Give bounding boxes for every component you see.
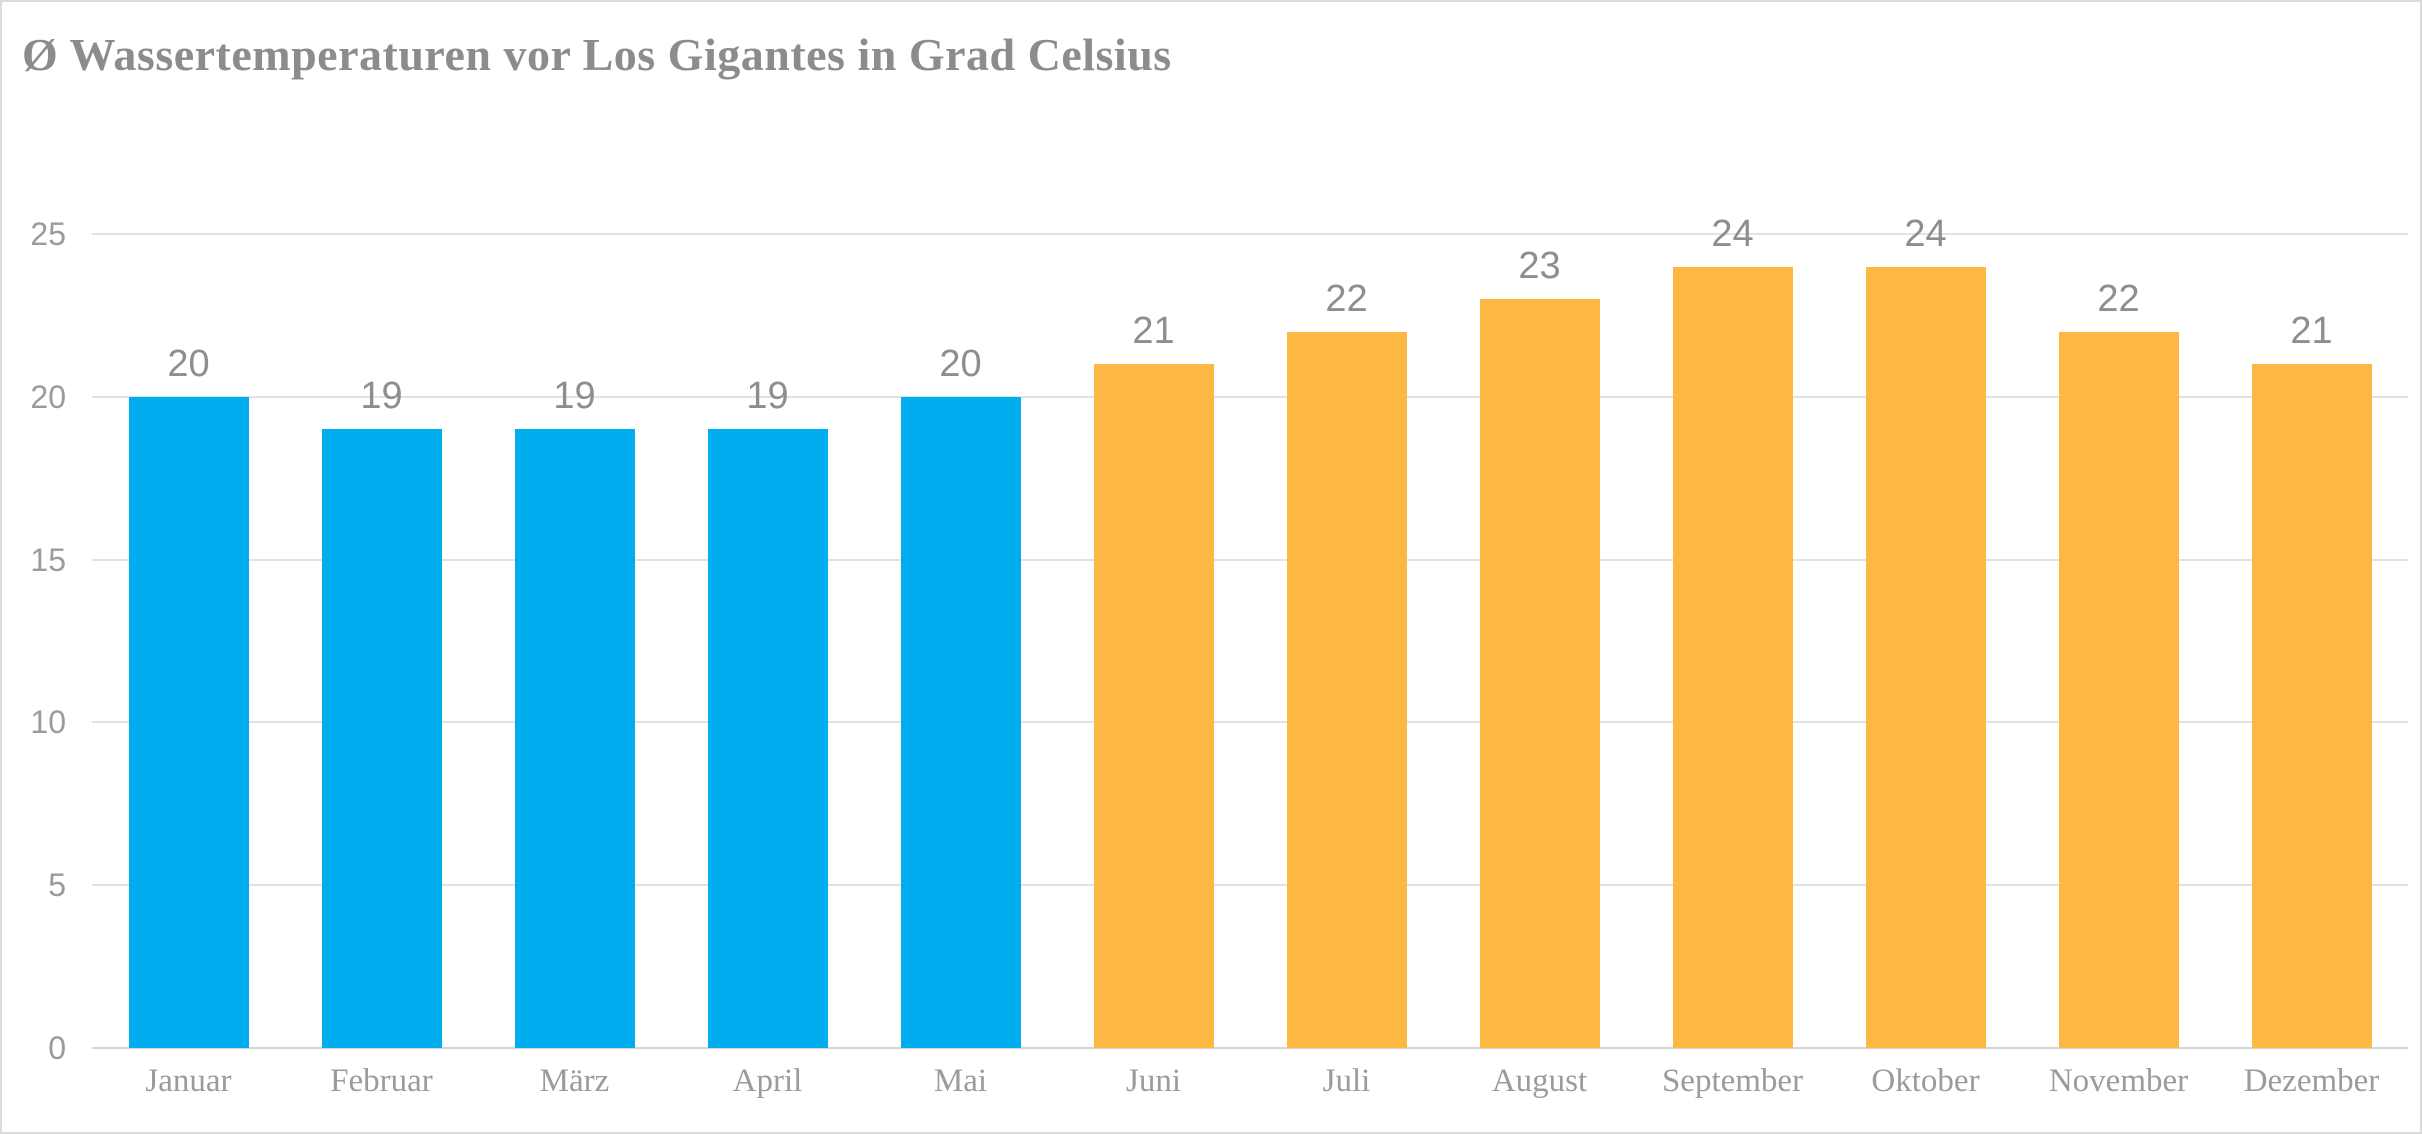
x-tick-label-november: November [2048,1063,2189,1099]
bar-oktober [1865,266,1986,1048]
bar-value-label: 23 [1518,245,1561,288]
bar-slot-oktober: 24 [1829,215,2022,1048]
y-tick-label: 5 [48,867,66,904]
gridline [92,721,2408,724]
y-tick-label: 25 [30,216,66,252]
bar-value-label: 19 [360,375,403,418]
bar-januar [128,396,249,1048]
bar-slot-november: 22 [2022,234,2215,1048]
bar-august [1479,299,1600,1048]
x-tick-label-juli: Juli [1322,1063,1371,1099]
x-tick-label-august: August [1491,1063,1588,1099]
x-tick-label-märz: März [539,1063,610,1099]
x-axis: Januar Februar März April Mai Juni Juli August S… [92,1062,2408,1102]
y-tick-label: 10 [30,704,66,741]
bar-value-label: 22 [1325,277,1368,320]
bar-slot-dezember: 21 [2215,234,2408,1048]
bar-value-label: 19 [746,375,789,418]
chart-title: Ø Wassertemperaturen vor Los Gigantes in… [22,29,1172,80]
bar-februar [321,429,442,1048]
bar-april [707,429,828,1048]
plot-area: 20 19 19 19 20 21 22 23 24 24 22 21 [92,215,2408,1049]
bar-juni [1093,364,1214,1048]
bar-märz [514,429,635,1048]
bar-value-label: 24 [1904,212,1947,255]
bar-dezember [2251,364,2372,1048]
bar-value-label: 20 [939,342,982,385]
bar-slot-juli: 22 [1250,234,1443,1048]
x-tick-label-januar: Januar [145,1063,232,1099]
bar-value-label: 20 [167,342,210,385]
x-tick-label-oktober: Oktober [1871,1063,1980,1099]
x-tick-label-juni: Juni [1125,1063,1181,1099]
gridline [92,558,2408,561]
bar-value-label: 21 [1132,310,1175,353]
x-tick-label-september: September [1661,1063,1804,1099]
y-tick-label: 0 [48,1030,66,1066]
y-tick-label: 15 [30,541,66,578]
bar-value-label: 19 [553,375,596,418]
bar-slot-februar: 19 [285,234,478,1048]
gridline [92,395,2408,398]
bars-row: 20 19 19 19 20 21 22 23 24 24 22 21 [92,215,2408,1048]
y-axis: 0 5 10 15 20 25 [2,218,66,1064]
bar-november [2058,331,2179,1048]
bar-slot-mai: 20 [864,234,1057,1048]
bar-value-label: 24 [1711,212,1754,255]
bar-slot-september: 24 [1636,215,1829,1048]
x-tick-label-mai: Mai [933,1063,988,1099]
x-axis-baseline [92,1047,2408,1049]
y-tick-label: 20 [30,378,66,415]
bar-juli [1286,331,1407,1048]
x-tick-label-februar: Februar [330,1063,433,1099]
bar-slot-juni: 21 [1057,234,1250,1048]
bar-slot-märz: 19 [478,234,671,1048]
bar-value-label: 21 [2290,310,2333,353]
x-tick-label-dezember: Dezember [2243,1063,2380,1099]
bar-mai [900,396,1021,1048]
gridline [92,884,2408,887]
bar-september [1672,266,1793,1048]
gridline [92,233,2408,235]
bar-slot-januar: 20 [92,234,285,1048]
bar-slot-april: 19 [671,234,864,1048]
bar-value-label: 22 [2097,277,2140,320]
bar-slot-august: 23 [1443,234,1636,1048]
x-tick-label-april: April [732,1063,803,1099]
